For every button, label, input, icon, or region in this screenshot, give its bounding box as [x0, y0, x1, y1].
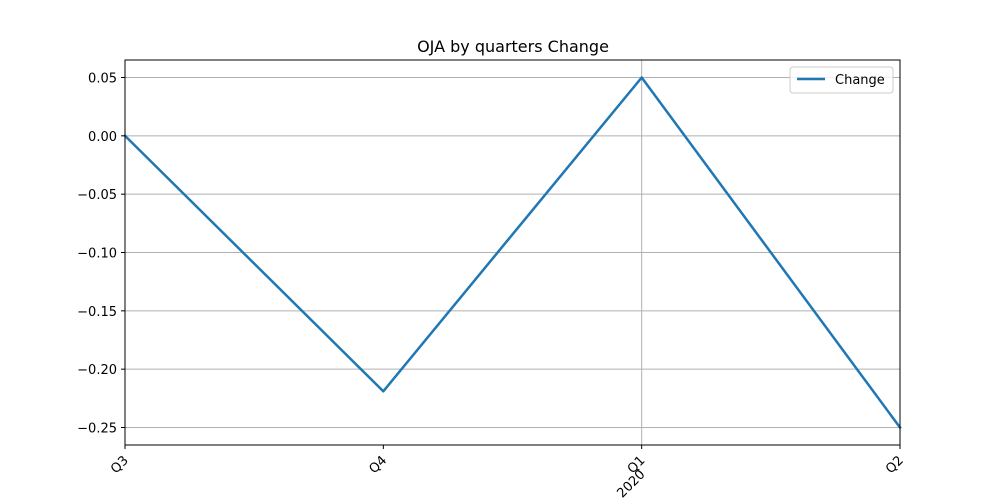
legend-label-change: Change	[835, 73, 885, 88]
y-axis: 0.05 0.00 −0.05 −0.10 −0.15 −0.20 −0.25	[77, 72, 125, 437]
legend: Change	[789, 66, 894, 94]
x-tick-label: Q3	[108, 453, 132, 477]
y-tick-label: −0.20	[77, 363, 117, 378]
series-line-change	[123, 76, 902, 430]
series-layer	[123, 76, 902, 430]
x-tick-label: Q4	[366, 453, 390, 477]
y-tick-label: −0.10	[77, 247, 117, 262]
grid	[125, 60, 900, 445]
y-tick-label: 0.00	[88, 130, 117, 145]
y-tick-label: 0.05	[88, 72, 117, 87]
chart-title: OJA by quarters Change	[417, 37, 609, 56]
y-tick-label: −0.25	[77, 422, 117, 437]
y-tick-label: −0.05	[77, 188, 117, 203]
y-tick-label: −0.15	[77, 305, 117, 320]
legend-box	[789, 66, 894, 94]
x-tick-label: Q2	[883, 453, 907, 477]
